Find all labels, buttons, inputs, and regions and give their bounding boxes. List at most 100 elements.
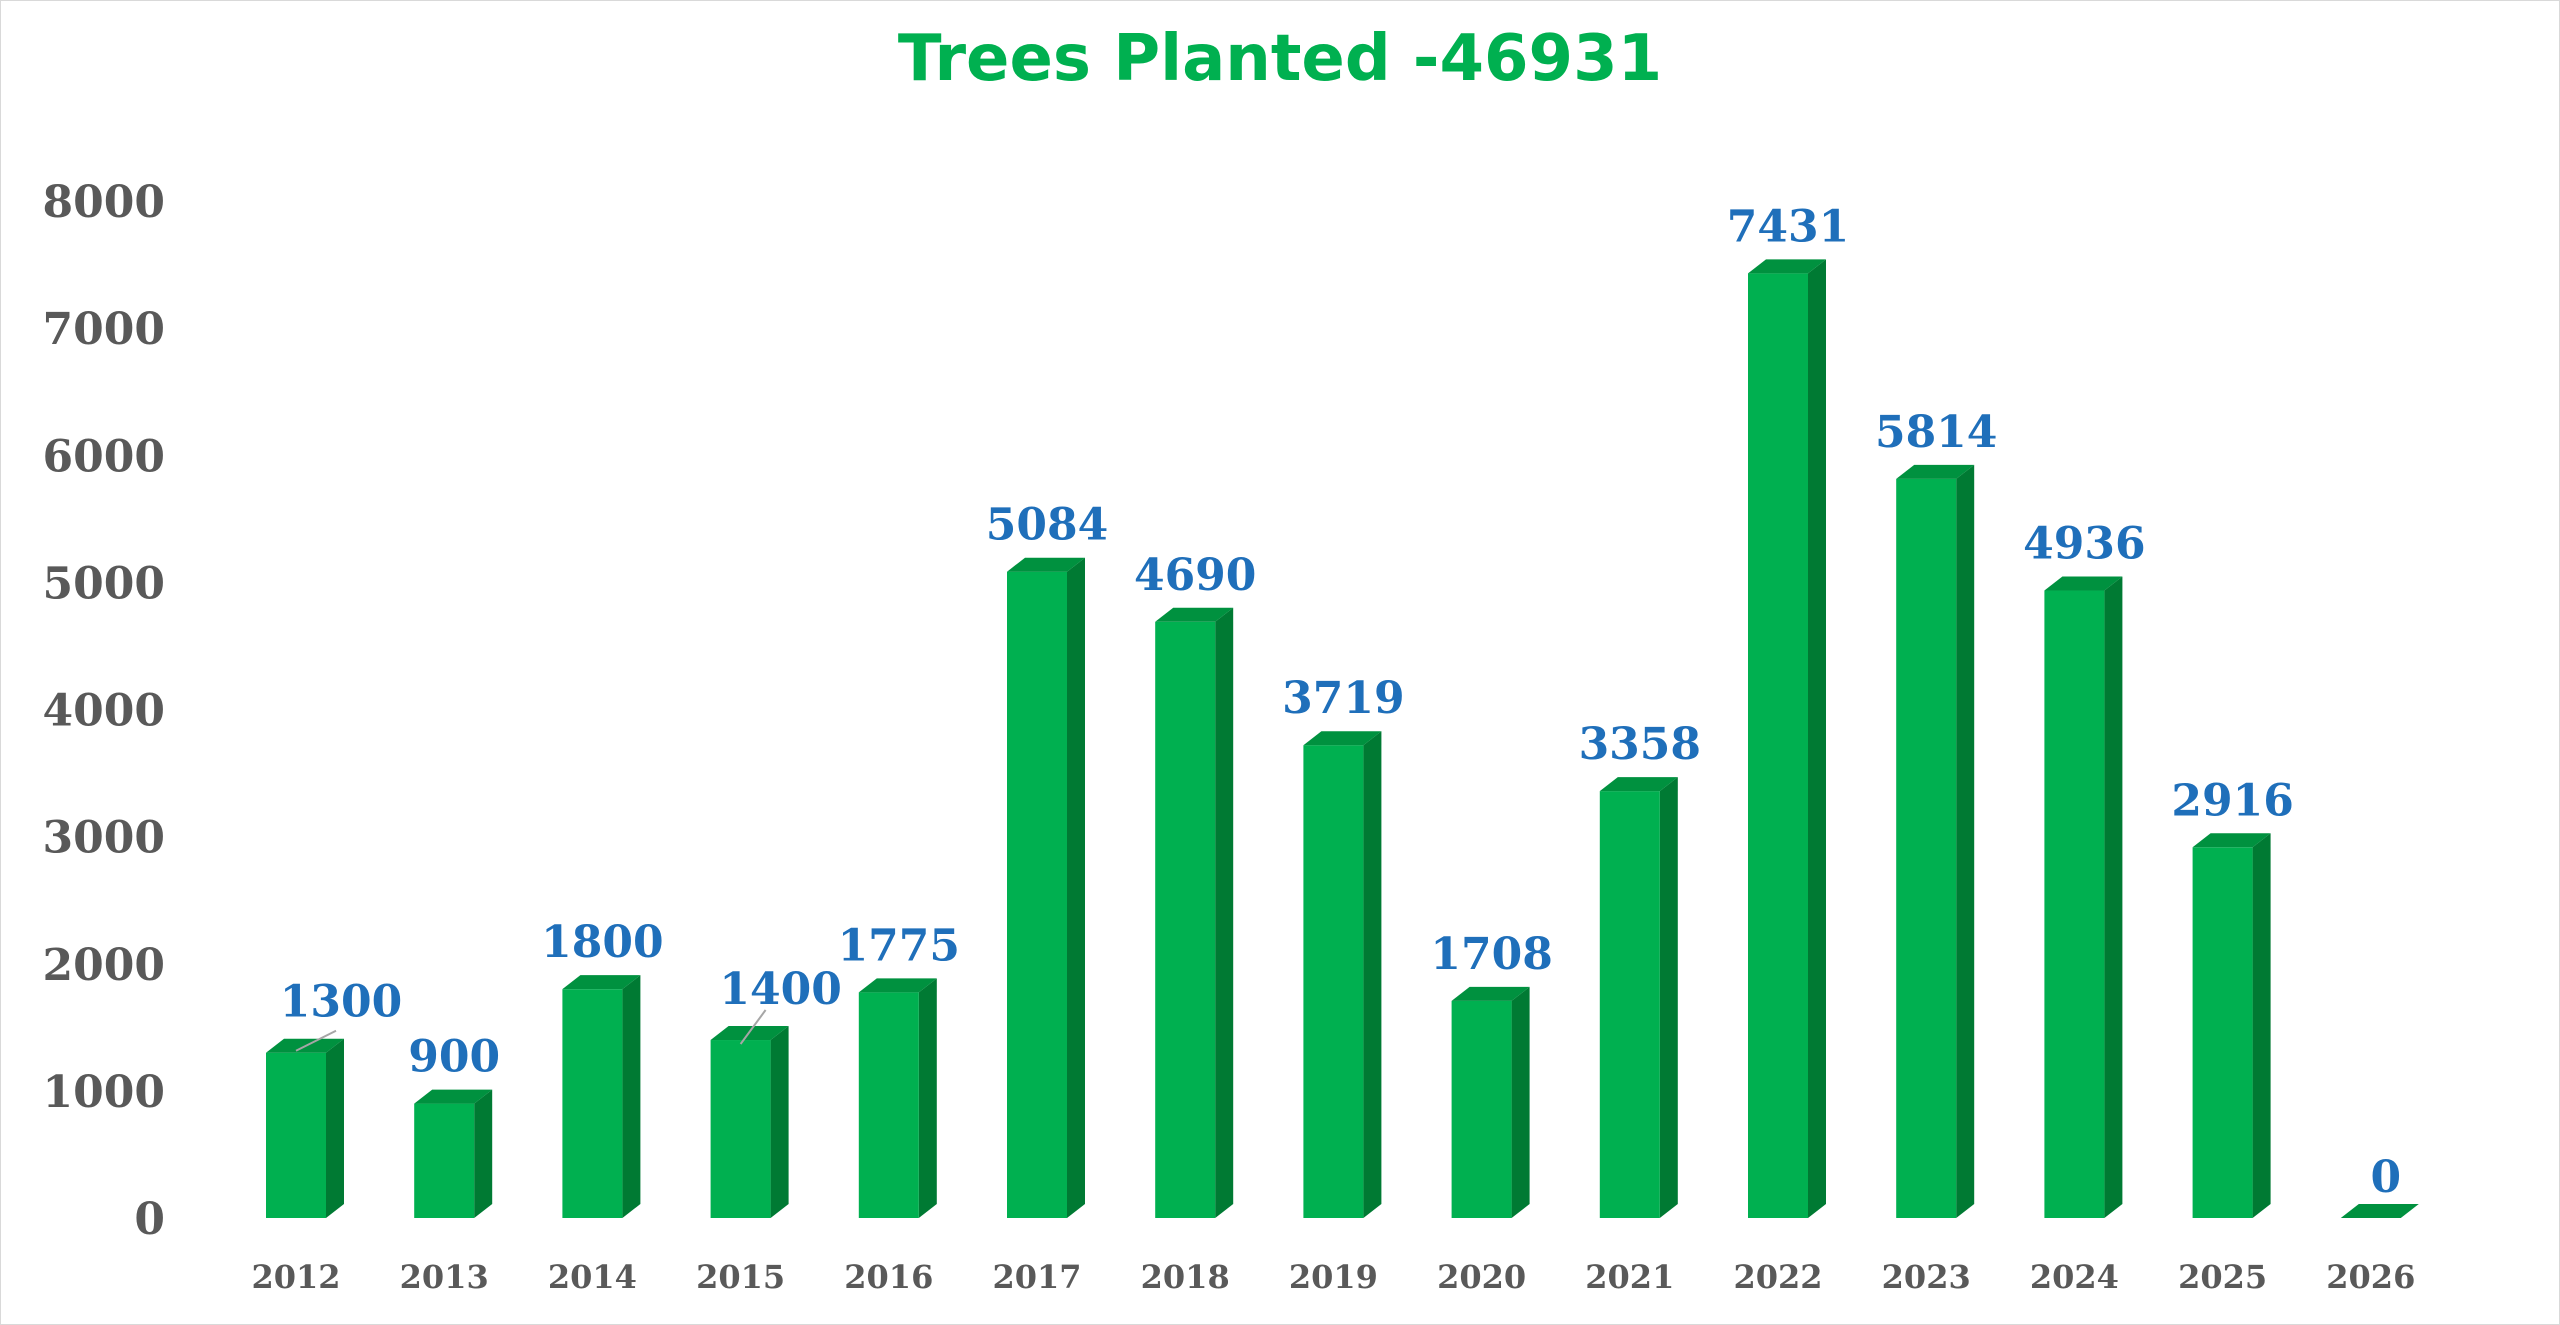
bar-top [2340,1204,2419,1218]
data-label: 5814 [1875,407,1997,458]
bar-2024 [2044,576,2123,1218]
x-axis: 2012 2013 2014 2015 2016 2017 2018 2019 2020 2021… [251,1258,2415,1296]
bar-top [1599,777,1678,792]
bar-side [1363,731,1382,1218]
bar-side [770,1026,789,1218]
x-tick-label: 2013 [400,1258,489,1296]
bar-side [2252,833,2271,1218]
bar-top [1007,557,1085,572]
bar-2021 [1599,777,1678,1218]
bar-top [1155,607,1234,622]
bar-front [2192,847,2253,1218]
data-label: 4936 [2023,519,2145,570]
data-label: 1800 [541,917,663,968]
bar-2017 [1007,557,1085,1218]
leader-line [739,1009,767,1045]
data-label: 900 [408,1032,500,1083]
bar-front [266,1052,326,1218]
bar-2014 [562,975,641,1218]
bar-2022 [1748,259,1826,1219]
data-label: 2916 [2171,775,2293,826]
bar-top [2192,833,2271,848]
bar-front [1451,1000,1512,1218]
bar-front [1599,791,1660,1218]
bar-side [1808,259,1826,1219]
bar-front [2044,590,2105,1218]
bar-side [1956,464,1975,1218]
x-tick-label: 2014 [548,1258,637,1296]
bar-front [414,1103,475,1218]
x-tick-label: 2020 [1437,1258,1526,1296]
data-label: 3358 [1579,719,1701,770]
y-tick-label: 3000 [43,813,165,864]
x-tick-label: 2026 [2326,1258,2415,1296]
bar-top [1896,464,1975,479]
data-label: 4690 [1134,550,1256,601]
data-label: 1400 [719,964,841,1015]
bar-2015 [710,1026,789,1218]
data-label: 5084 [986,500,1108,551]
data-label: 1708 [1430,929,1552,980]
bar-top [1303,731,1382,746]
bar-2013 [414,1089,493,1218]
bar-front [710,1040,771,1218]
data-label: 0 [2370,1152,2401,1203]
x-tick-label: 2018 [1141,1258,1230,1296]
bar-2019 [1303,731,1382,1218]
bar-side [2104,576,2123,1218]
y-tick-label: 6000 [43,431,165,482]
bar-front [1155,621,1216,1218]
y-tick-label: 5000 [43,558,165,609]
bar-2026 [2340,1204,2419,1218]
x-tick-label: 2012 [251,1258,340,1296]
bar-front [858,992,919,1218]
data-label: 7431 [1727,201,1849,252]
y-axis: 0 1000 2000 3000 4000 5000 6000 7000 8000 [43,177,165,1245]
bar-side [1511,986,1530,1218]
bar-top [1748,259,1826,274]
bar-top [858,978,937,993]
bar-2012 [266,1038,344,1218]
bar-2016 [858,978,937,1218]
x-tick-label: 2025 [2178,1258,2267,1296]
bar-side [918,978,937,1218]
x-tick-label: 2024 [2030,1258,2119,1296]
y-tick-label: 1000 [43,1067,165,1118]
data-label: 3719 [1282,673,1404,724]
bar-2023 [1896,464,1975,1218]
bar-front [1896,478,1957,1218]
bar-side [1659,777,1678,1218]
leader-line [295,1029,337,1052]
bar-front [1007,571,1067,1218]
bars [266,259,2419,1219]
bar-side [622,975,641,1218]
x-tick-label: 2017 [992,1258,1081,1296]
bar-2025 [2192,833,2271,1218]
y-tick-label: 2000 [43,940,165,991]
bar-side [326,1038,344,1218]
y-tick-label: 7000 [43,304,165,355]
y-tick-label: 8000 [43,177,165,228]
bar-side [474,1089,493,1218]
x-tick-label: 2016 [844,1258,933,1296]
bar-front [1303,745,1364,1218]
chart-title: Trees Planted -46931 [897,22,1663,96]
y-tick-label: 0 [134,1194,165,1245]
bar-top [562,975,641,990]
data-label: 1300 [280,977,402,1028]
bar-front [562,989,623,1218]
bar-side [1067,557,1085,1218]
bar-side [1215,607,1234,1218]
bar-top [414,1089,493,1104]
bar-top [2044,576,2123,591]
bar-2020 [1451,986,1530,1218]
data-label: 1775 [838,920,960,971]
x-tick-label: 2021 [1585,1258,1674,1296]
bar-2018 [1155,607,1234,1218]
x-tick-label: 2015 [696,1258,785,1296]
x-tick-label: 2022 [1733,1258,1822,1296]
bar-top [1451,986,1530,1001]
x-tick-label: 2019 [1289,1258,1378,1296]
